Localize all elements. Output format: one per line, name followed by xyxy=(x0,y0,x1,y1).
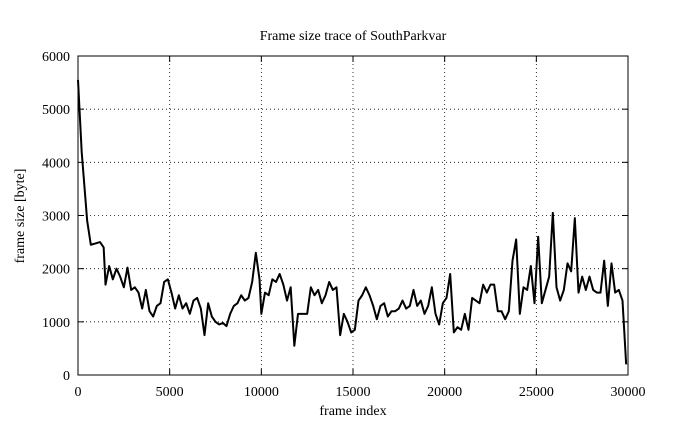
y-tick-label: 5000 xyxy=(42,103,70,118)
y-tick-label: 3000 xyxy=(42,210,70,225)
plot-frame xyxy=(77,55,629,376)
x-tick-label: 10000 xyxy=(244,385,279,400)
y-tick-label: 2000 xyxy=(42,263,70,278)
x-tick-label: 30000 xyxy=(611,385,646,400)
y-tick-label: 6000 xyxy=(42,50,70,65)
y-tick-label: 1000 xyxy=(42,316,70,331)
x-tick-label: 25000 xyxy=(519,385,554,400)
y-axis-label: frame size [byte] xyxy=(13,169,28,264)
y-tick-label: 0 xyxy=(63,369,70,384)
chart-title: Frame size trace of SouthParkvar xyxy=(260,29,447,44)
data-line xyxy=(77,79,628,365)
x-tick-label: 0 xyxy=(75,385,82,400)
y-tick-label: 4000 xyxy=(42,156,70,171)
x-axis-label: frame index xyxy=(319,404,386,419)
x-tick-label: 5000 xyxy=(156,385,184,400)
x-tick-label: 20000 xyxy=(427,385,462,400)
x-tick-label: 15000 xyxy=(336,385,371,400)
